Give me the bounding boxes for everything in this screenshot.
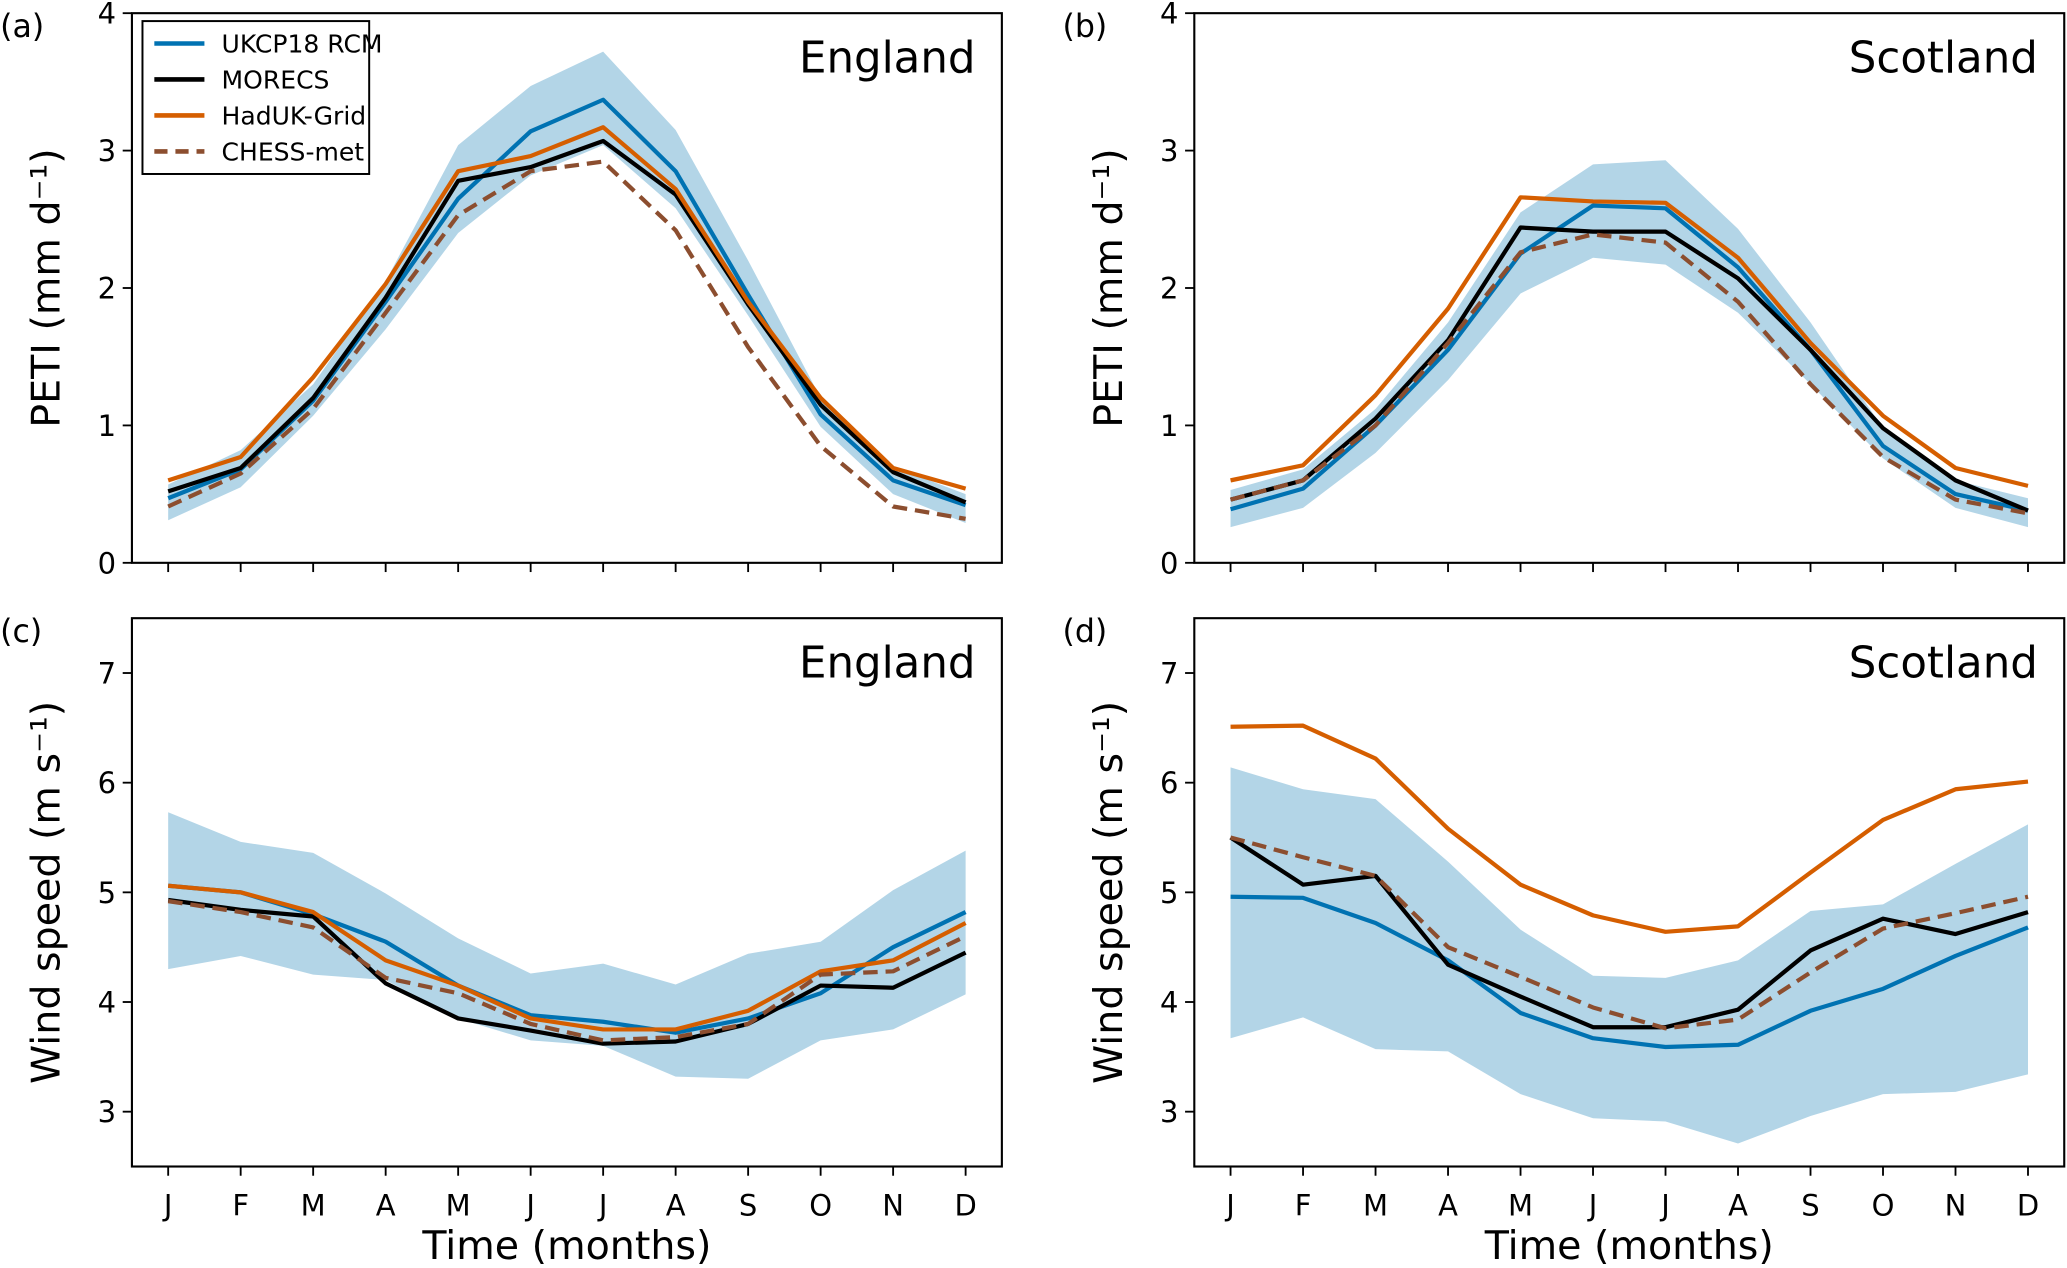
series-line-morecs bbox=[167, 138, 967, 505]
x-tick-label: J bbox=[597, 1188, 608, 1222]
x-tick-label: J bbox=[1659, 1188, 1670, 1222]
y-tick-label: 3 bbox=[98, 134, 116, 168]
y-axis-label: Wind speed (m s⁻¹) bbox=[1086, 701, 1132, 1084]
x-axis-label: Time (months) bbox=[1484, 1223, 1774, 1268]
panel-label: (a) bbox=[0, 9, 44, 45]
x-tick-label: M bbox=[1508, 1188, 1533, 1222]
x-tick-label: D bbox=[954, 1188, 976, 1222]
x-tick-label: D bbox=[2017, 1188, 2039, 1222]
y-tick-label: 0 bbox=[98, 546, 116, 580]
y-tick-label: 3 bbox=[98, 1095, 116, 1129]
series-line-haduk-grid bbox=[1230, 195, 2029, 488]
x-tick-label: S bbox=[739, 1188, 757, 1222]
panel-label: (d) bbox=[1062, 614, 1107, 650]
y-tick-label: 6 bbox=[98, 766, 116, 800]
legend: UKCP18 RCM MORECS HadUK-Grid CHESS-met bbox=[141, 20, 383, 175]
y-axis-label: Wind speed (m s⁻¹) bbox=[23, 701, 69, 1084]
ukcp18-range-band bbox=[1230, 767, 2028, 1144]
y-tick-label: 1 bbox=[1160, 409, 1178, 443]
x-tick-label: A bbox=[666, 1188, 686, 1222]
region-label: Scotland bbox=[1849, 638, 2038, 688]
series-line-morecs bbox=[1230, 225, 2029, 513]
y-tick-label: 5 bbox=[98, 876, 116, 910]
y-tick-label: 5 bbox=[1160, 876, 1178, 910]
y-tick-label: 4 bbox=[1160, 0, 1178, 31]
x-tick-label: J bbox=[1587, 1188, 1598, 1222]
legend-entry: CHESS-met bbox=[222, 138, 365, 167]
x-tick-label: J bbox=[524, 1188, 535, 1222]
panel-d: 3 4 5 6 7 J F M A M J J A S O N D Wind speed (m s⁻¹) Time … bbox=[1062, 614, 2066, 1268]
y-axis-label: PETI (mm d⁻¹) bbox=[23, 148, 69, 427]
series-line-haduk-grid bbox=[1230, 723, 2029, 934]
x-tick-label: N bbox=[1945, 1188, 1967, 1222]
x-tick-label: O bbox=[809, 1188, 832, 1222]
y-axis-label: PETI (mm d⁻¹) bbox=[1086, 148, 1132, 427]
panel-a: 0 1 2 3 4 PETI (mm d⁻¹) (a) England bbox=[0, 0, 1003, 580]
panel-label: (c) bbox=[0, 614, 42, 650]
y-tick-label: 0 bbox=[1160, 546, 1178, 580]
x-tick-label: F bbox=[232, 1188, 249, 1222]
series-line-ukcp18-rcm bbox=[1230, 894, 2029, 1050]
region-label: Scotland bbox=[1849, 33, 2038, 83]
legend-entry: MORECS bbox=[222, 66, 330, 95]
region-label: England bbox=[799, 638, 976, 688]
y-tick-label: 1 bbox=[98, 409, 116, 443]
x-tick-label: J bbox=[1224, 1188, 1235, 1222]
panel-b: 0 1 2 3 4 PETI (mm d⁻¹) (b) Scotland bbox=[1062, 0, 2066, 580]
y-tick-label: 2 bbox=[1160, 272, 1178, 306]
y-tick-label: 3 bbox=[1160, 134, 1178, 168]
legend-box bbox=[141, 20, 371, 175]
x-tick-label: J bbox=[162, 1188, 173, 1222]
legend-entry: HadUK-Grid bbox=[222, 102, 367, 131]
x-tick-label: M bbox=[301, 1188, 326, 1222]
y-tick-label: 4 bbox=[98, 0, 116, 31]
y-tick-label: 7 bbox=[98, 657, 116, 691]
series-line-morecs bbox=[1229, 835, 2029, 1030]
series-line-chess-met bbox=[167, 899, 967, 1043]
x-tick-label: N bbox=[882, 1188, 904, 1222]
x-tick-label: S bbox=[1801, 1188, 1819, 1222]
x-axis-label: Time (months) bbox=[421, 1223, 711, 1268]
series-line-chess-met bbox=[1229, 835, 2029, 1031]
panel-c: 3 4 5 6 7 J F M A M J J A S O N D Wind speed (m s⁻¹) Time … bbox=[0, 614, 1003, 1268]
region-label: England bbox=[799, 33, 976, 83]
y-tick-label: 2 bbox=[98, 272, 116, 306]
series-line-haduk-grid bbox=[167, 883, 967, 1032]
y-tick-label: 4 bbox=[1160, 986, 1178, 1020]
panel-label: (b) bbox=[1062, 9, 1107, 45]
series-line-morecs bbox=[167, 897, 967, 1046]
x-tick-label: A bbox=[1438, 1188, 1458, 1222]
x-tick-label: M bbox=[1363, 1188, 1388, 1222]
series-line-haduk-grid bbox=[167, 125, 967, 491]
y-tick-label: 3 bbox=[1160, 1095, 1178, 1129]
series-line-ukcp18-rcm bbox=[1229, 203, 2029, 513]
y-tick-label: 7 bbox=[1160, 657, 1178, 691]
y-tick-label: 6 bbox=[1160, 766, 1178, 800]
legend-entry: UKCP18 RCM bbox=[222, 30, 383, 59]
y-tick-label: 4 bbox=[98, 986, 116, 1020]
x-tick-label: F bbox=[1295, 1188, 1312, 1222]
series-line-chess-met bbox=[1230, 232, 2029, 516]
x-tick-label: O bbox=[1872, 1188, 1895, 1222]
series-line-chess-met bbox=[167, 159, 966, 521]
x-tick-label: A bbox=[376, 1188, 396, 1222]
x-tick-label: A bbox=[1728, 1188, 1748, 1222]
x-tick-label: M bbox=[446, 1188, 471, 1222]
